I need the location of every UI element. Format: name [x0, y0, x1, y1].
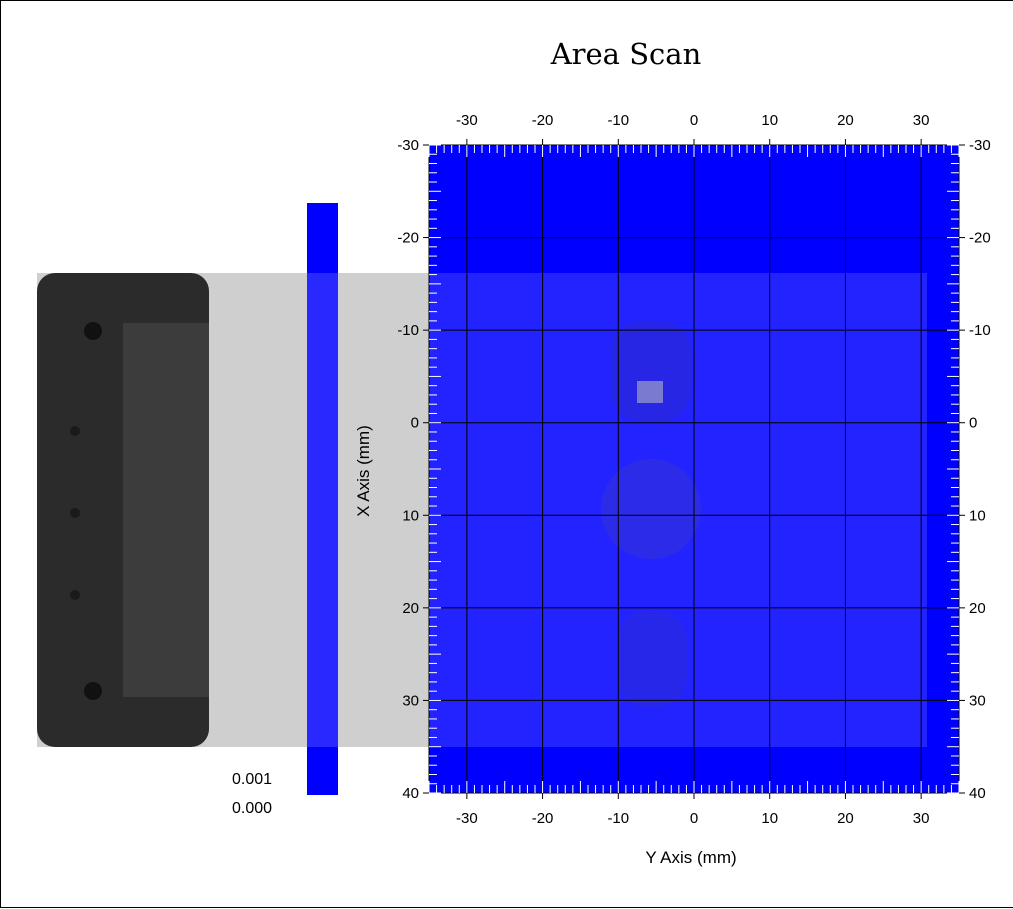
y-axis-title: X Axis (mm): [354, 425, 373, 517]
y-tick-label-left: -20: [397, 230, 419, 247]
device-speaker: [617, 611, 687, 707]
x-tick-label-top: 10: [761, 112, 778, 129]
x-tick-label-bottom: -10: [607, 810, 629, 827]
x-tick-label-top: 0: [690, 112, 698, 129]
device-button-1: [70, 426, 80, 436]
device-flash: [637, 381, 663, 403]
colorbar-min-label: 0.000: [232, 800, 273, 817]
y-tick-label-left: -10: [397, 322, 419, 339]
device-button-3: [70, 590, 80, 600]
y-tick-label-left: 20: [402, 600, 419, 617]
y-tick-label-right: -10: [969, 322, 991, 339]
y-tick-label-left: -30: [397, 137, 419, 154]
right-tick-labels: -30 -20 -10 0 10 20 30 40: [969, 137, 991, 802]
device-button-2: [70, 508, 80, 518]
x-tick-label-bottom: 10: [761, 810, 778, 827]
device-sensor: [601, 459, 701, 559]
y-tick-label-right: 40: [969, 785, 986, 802]
colorbar-overlay: [307, 273, 338, 747]
x-tick-label-top: 20: [837, 112, 854, 129]
y-tick-label-left: 30: [402, 692, 419, 709]
x-tick-label-bottom: 0: [690, 810, 698, 827]
y-tick-label-right: -30: [969, 137, 991, 154]
x-tick-label-top: 30: [913, 112, 930, 129]
y-tick-label-right: 0: [969, 415, 977, 432]
device-screw-top: [84, 322, 102, 340]
left-tick-labels: -30 -20 -10 0 10 20 30 40: [397, 137, 419, 802]
x-axis-title: Y Axis (mm): [645, 848, 736, 867]
x-tick-label-bottom: -30: [456, 810, 478, 827]
device-camera: [611, 321, 691, 421]
y-tick-label-right: 20: [969, 600, 986, 617]
x-tick-label-bottom: -20: [532, 810, 554, 827]
device-screw-bottom: [84, 682, 102, 700]
chart-title: Area Scan: [550, 37, 702, 71]
minor-ticks: [423, 139, 965, 799]
y-tick-label-right: 30: [969, 692, 986, 709]
x-tick-label-top: -30: [456, 112, 478, 129]
bottom-tick-labels: -30 -20 -10 0 10 20 30: [456, 810, 929, 827]
y-tick-label-right: 10: [969, 507, 986, 524]
y-tick-label-left: 10: [402, 507, 419, 524]
device-screen-inner: [123, 323, 209, 697]
x-tick-label-bottom: 20: [837, 810, 854, 827]
x-tick-label-top: -10: [607, 112, 629, 129]
x-tick-label-top: -20: [532, 112, 554, 129]
y-tick-label-left: 40: [402, 785, 419, 802]
colorbar-max-label: 0.001: [232, 771, 273, 788]
top-tick-labels: -30 -20 -10 0 10 20 30: [456, 112, 929, 129]
x-tick-label-bottom: 30: [913, 810, 930, 827]
y-tick-label-left: 0: [411, 415, 419, 432]
y-tick-label-right: -20: [969, 230, 991, 247]
